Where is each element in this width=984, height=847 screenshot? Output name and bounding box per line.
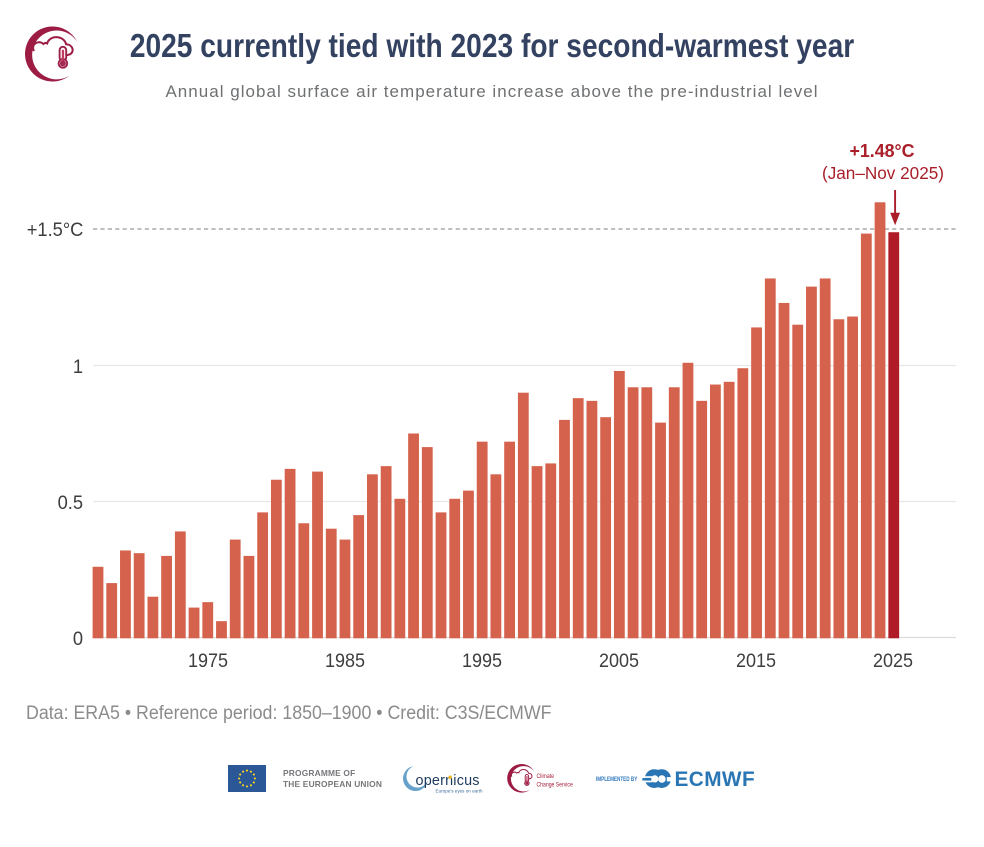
svg-text:Change Service: Change Service (537, 782, 574, 789)
svg-text:Climate: Climate (537, 773, 555, 780)
svg-text:opernicus: opernicus (416, 773, 480, 789)
svg-text:Europe's eyes on earth: Europe's eyes on earth (436, 789, 484, 794)
svg-text:ECMWF: ECMWF (675, 768, 756, 791)
svg-text:IMPLEMENTED BY: IMPLEMENTED BY (596, 776, 638, 783)
